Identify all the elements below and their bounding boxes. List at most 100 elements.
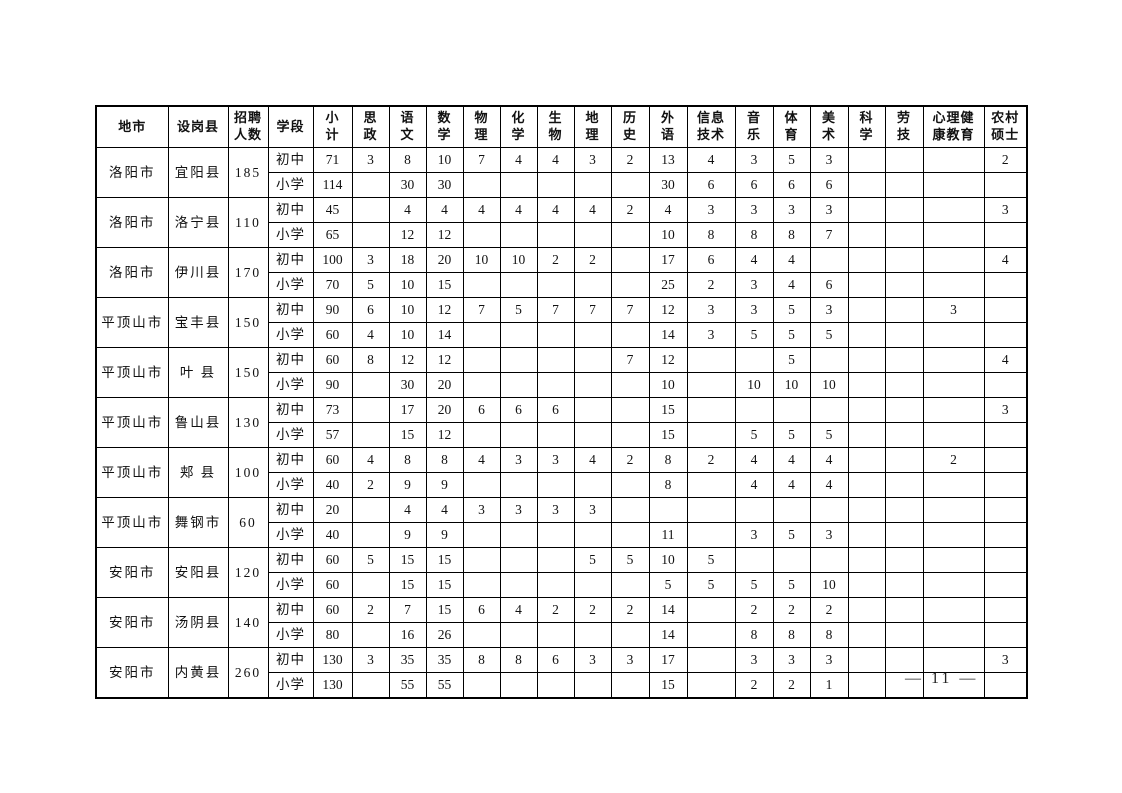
- value-cell: [884, 547, 924, 573]
- value-cell: 14: [648, 597, 688, 623]
- value-cell: 2: [686, 447, 736, 473]
- value-cell: 8: [734, 222, 774, 248]
- table-row: 安阳市 汤阴县 140 初中 60 2 7 15 6 4 2 2 2 14 2 2 2: [95, 597, 1028, 648]
- table-row: 安阳市 安阳县 120 初中 60 5 15 15 5 5 10 5: [95, 547, 1028, 598]
- value-cell: 6: [772, 172, 811, 198]
- value-cell: [686, 522, 736, 548]
- value-cell: [499, 547, 538, 573]
- county-cell: 洛宁县: [167, 197, 229, 248]
- value-cell: 2: [772, 597, 811, 623]
- value-cell: 6: [809, 172, 849, 198]
- value-cell: 7: [610, 297, 650, 323]
- value-cell: [573, 672, 612, 699]
- county-cell: 宝丰县: [167, 297, 229, 348]
- city-cell: 平顶山市: [95, 447, 169, 498]
- value-cell: [983, 572, 1028, 598]
- value-cell: [610, 272, 650, 298]
- value-cell: 7: [462, 147, 501, 173]
- value-cell: [983, 422, 1028, 448]
- header-labor-skills: 劳 技: [884, 105, 924, 148]
- value-cell: 3: [573, 647, 612, 673]
- header-foreign-language: 外 语: [648, 105, 688, 148]
- table-row: 洛阳市 洛宁县 110 初中 45 4 4 4 4 4 4 2 4 3 3 3 3 3: [95, 197, 1028, 248]
- value-cell: 3: [734, 297, 774, 323]
- value-cell: 20: [425, 372, 464, 398]
- value-cell: [573, 622, 612, 648]
- value-cell: 30: [388, 372, 427, 398]
- value-cell: 10: [648, 222, 688, 248]
- value-cell: 2: [922, 447, 985, 473]
- value-cell: [884, 172, 924, 198]
- level-cell: 初中: [267, 597, 314, 623]
- table-row: 小学 90 30 20 10 10 10 10: [96, 372, 1028, 398]
- value-cell: [686, 672, 736, 699]
- value-cell: [884, 422, 924, 448]
- header-politics: 思 政: [351, 105, 390, 148]
- value-cell: 12: [648, 347, 688, 373]
- value-cell: [499, 472, 538, 498]
- value-cell: 6: [462, 397, 501, 423]
- value-cell: 100: [312, 247, 353, 273]
- value-cell: 2: [536, 247, 575, 273]
- value-cell: [686, 372, 736, 398]
- value-cell: [351, 522, 390, 548]
- value-cell: 6: [686, 247, 736, 273]
- value-cell: 12: [425, 347, 464, 373]
- value-cell: 3: [462, 497, 501, 523]
- value-cell: [462, 622, 501, 648]
- value-cell: 4: [772, 447, 811, 473]
- value-cell: [610, 522, 650, 548]
- value-cell: [922, 322, 985, 348]
- county-cell: 鲁山县: [167, 397, 229, 448]
- value-cell: [462, 547, 501, 573]
- level-cell: 初中: [267, 247, 314, 273]
- value-cell: [847, 422, 886, 448]
- value-cell: [847, 547, 886, 573]
- value-cell: 40: [312, 472, 353, 498]
- value-cell: 3: [536, 497, 575, 523]
- value-cell: 5: [772, 347, 811, 373]
- county-cell: 舞钢市: [167, 497, 229, 548]
- value-cell: [847, 472, 886, 498]
- value-cell: 4: [648, 197, 688, 223]
- value-cell: 3: [351, 247, 390, 273]
- table-row: 平顶山市 宝丰县 150 初中 90 6 10 12 7 5 7 7 7 12 3 3 5 3 3: [95, 297, 1028, 348]
- value-cell: 15: [388, 422, 427, 448]
- value-cell: 3: [809, 147, 849, 173]
- value-cell: 4: [772, 247, 811, 273]
- value-cell: [734, 547, 774, 573]
- level-cell: 小学: [267, 272, 314, 298]
- value-cell: 130: [312, 647, 353, 673]
- total-cell: 150: [227, 347, 269, 398]
- table-row: 小学 114 30 30 30 6 6 6 6: [96, 172, 1028, 198]
- table-row: 小学 60 15 15 5 5 5 5 10: [96, 572, 1028, 598]
- value-cell: [983, 597, 1028, 623]
- value-cell: [462, 222, 501, 248]
- value-cell: 15: [425, 547, 464, 573]
- value-cell: [499, 272, 538, 298]
- level-cell: 小学: [267, 172, 314, 198]
- value-cell: [884, 522, 924, 548]
- value-cell: 60: [312, 322, 353, 348]
- value-cell: [462, 422, 501, 448]
- value-cell: [809, 247, 849, 273]
- value-cell: [536, 672, 575, 699]
- value-cell: 8: [809, 622, 849, 648]
- value-cell: 15: [648, 397, 688, 423]
- value-cell: [884, 147, 924, 173]
- value-cell: [922, 622, 985, 648]
- value-cell: 40: [312, 522, 353, 548]
- value-cell: 6: [734, 172, 774, 198]
- value-cell: 2: [983, 147, 1028, 173]
- county-cell: 伊川县: [167, 247, 229, 298]
- value-cell: 2: [610, 197, 650, 223]
- value-cell: [536, 422, 575, 448]
- level-cell: 小学: [267, 322, 314, 348]
- value-cell: [847, 247, 886, 273]
- value-cell: [499, 372, 538, 398]
- value-cell: 15: [425, 272, 464, 298]
- value-cell: 3: [809, 647, 849, 673]
- value-cell: 60: [312, 572, 353, 598]
- value-cell: [648, 497, 688, 523]
